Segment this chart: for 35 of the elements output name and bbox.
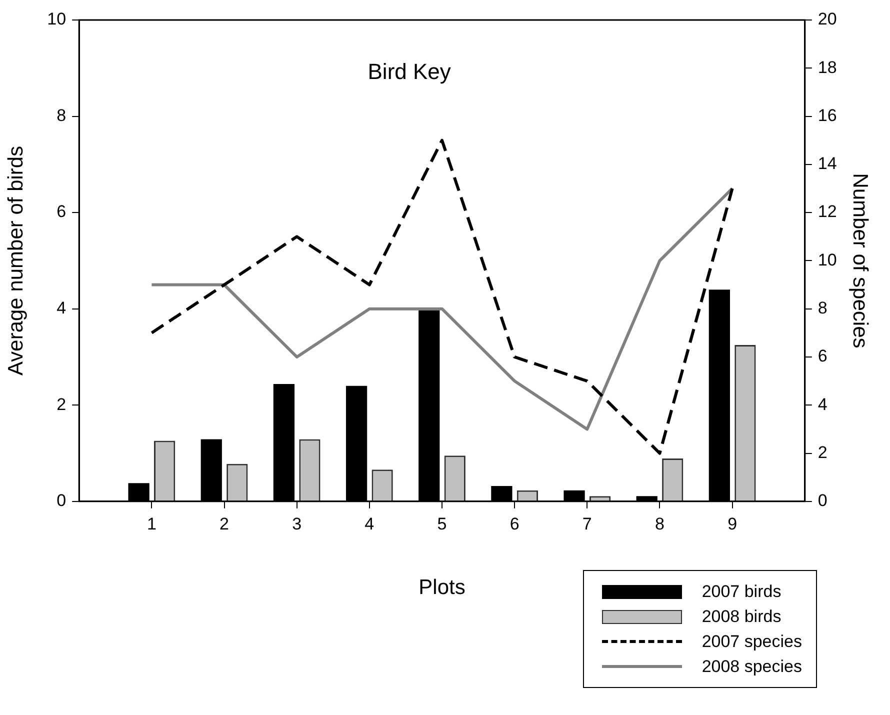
y-tick-label: 10: [47, 10, 66, 29]
y-tick-label: 4: [56, 298, 66, 318]
x-tick-label: 4: [364, 514, 374, 534]
legend-label: 2008 birds: [702, 606, 782, 626]
x-axis-title: Plots: [418, 576, 466, 600]
x-tick-label: 9: [728, 514, 738, 534]
y2-tick-label: 12: [818, 202, 837, 222]
y2-tick-label: 0: [818, 491, 828, 510]
x-tick-label: 8: [655, 514, 664, 534]
y2-axis-title: Number of species: [848, 173, 872, 348]
line-series: [150, 138, 734, 455]
x-tick-label: 2: [220, 514, 229, 534]
x-tick-label: 3: [292, 514, 302, 534]
y2-tick-label: 18: [818, 58, 837, 77]
y2-tick-label: 14: [818, 154, 837, 174]
y-tick-label: 8: [56, 106, 66, 125]
y2-tick-label: 16: [818, 106, 837, 125]
y2-tick-label: 20: [818, 10, 837, 29]
y-tick-label: 2: [56, 394, 66, 414]
x-tick-label: 5: [437, 514, 447, 534]
y-tick-label: 6: [56, 202, 66, 222]
y2-tick-label: 6: [818, 346, 828, 366]
legend-label: 2008 species: [702, 656, 802, 676]
text: Bird Key: [368, 59, 451, 84]
legend-label: 2007 birds: [702, 582, 782, 602]
y-tick-label: 0: [56, 491, 66, 510]
x-tick-label: 1: [146, 514, 156, 534]
x-tick-label: 6: [510, 514, 520, 534]
y2-tick-label: 10: [818, 250, 837, 270]
y2-tick-label: 8: [818, 298, 828, 318]
y-axis-title: Average number of birds: [4, 146, 28, 376]
y2-tick-label: 2: [818, 442, 828, 462]
y2-tick-label: 4: [818, 394, 828, 414]
legend-label: 2007 species: [702, 632, 802, 652]
x-tick-label: 7: [582, 514, 592, 534]
